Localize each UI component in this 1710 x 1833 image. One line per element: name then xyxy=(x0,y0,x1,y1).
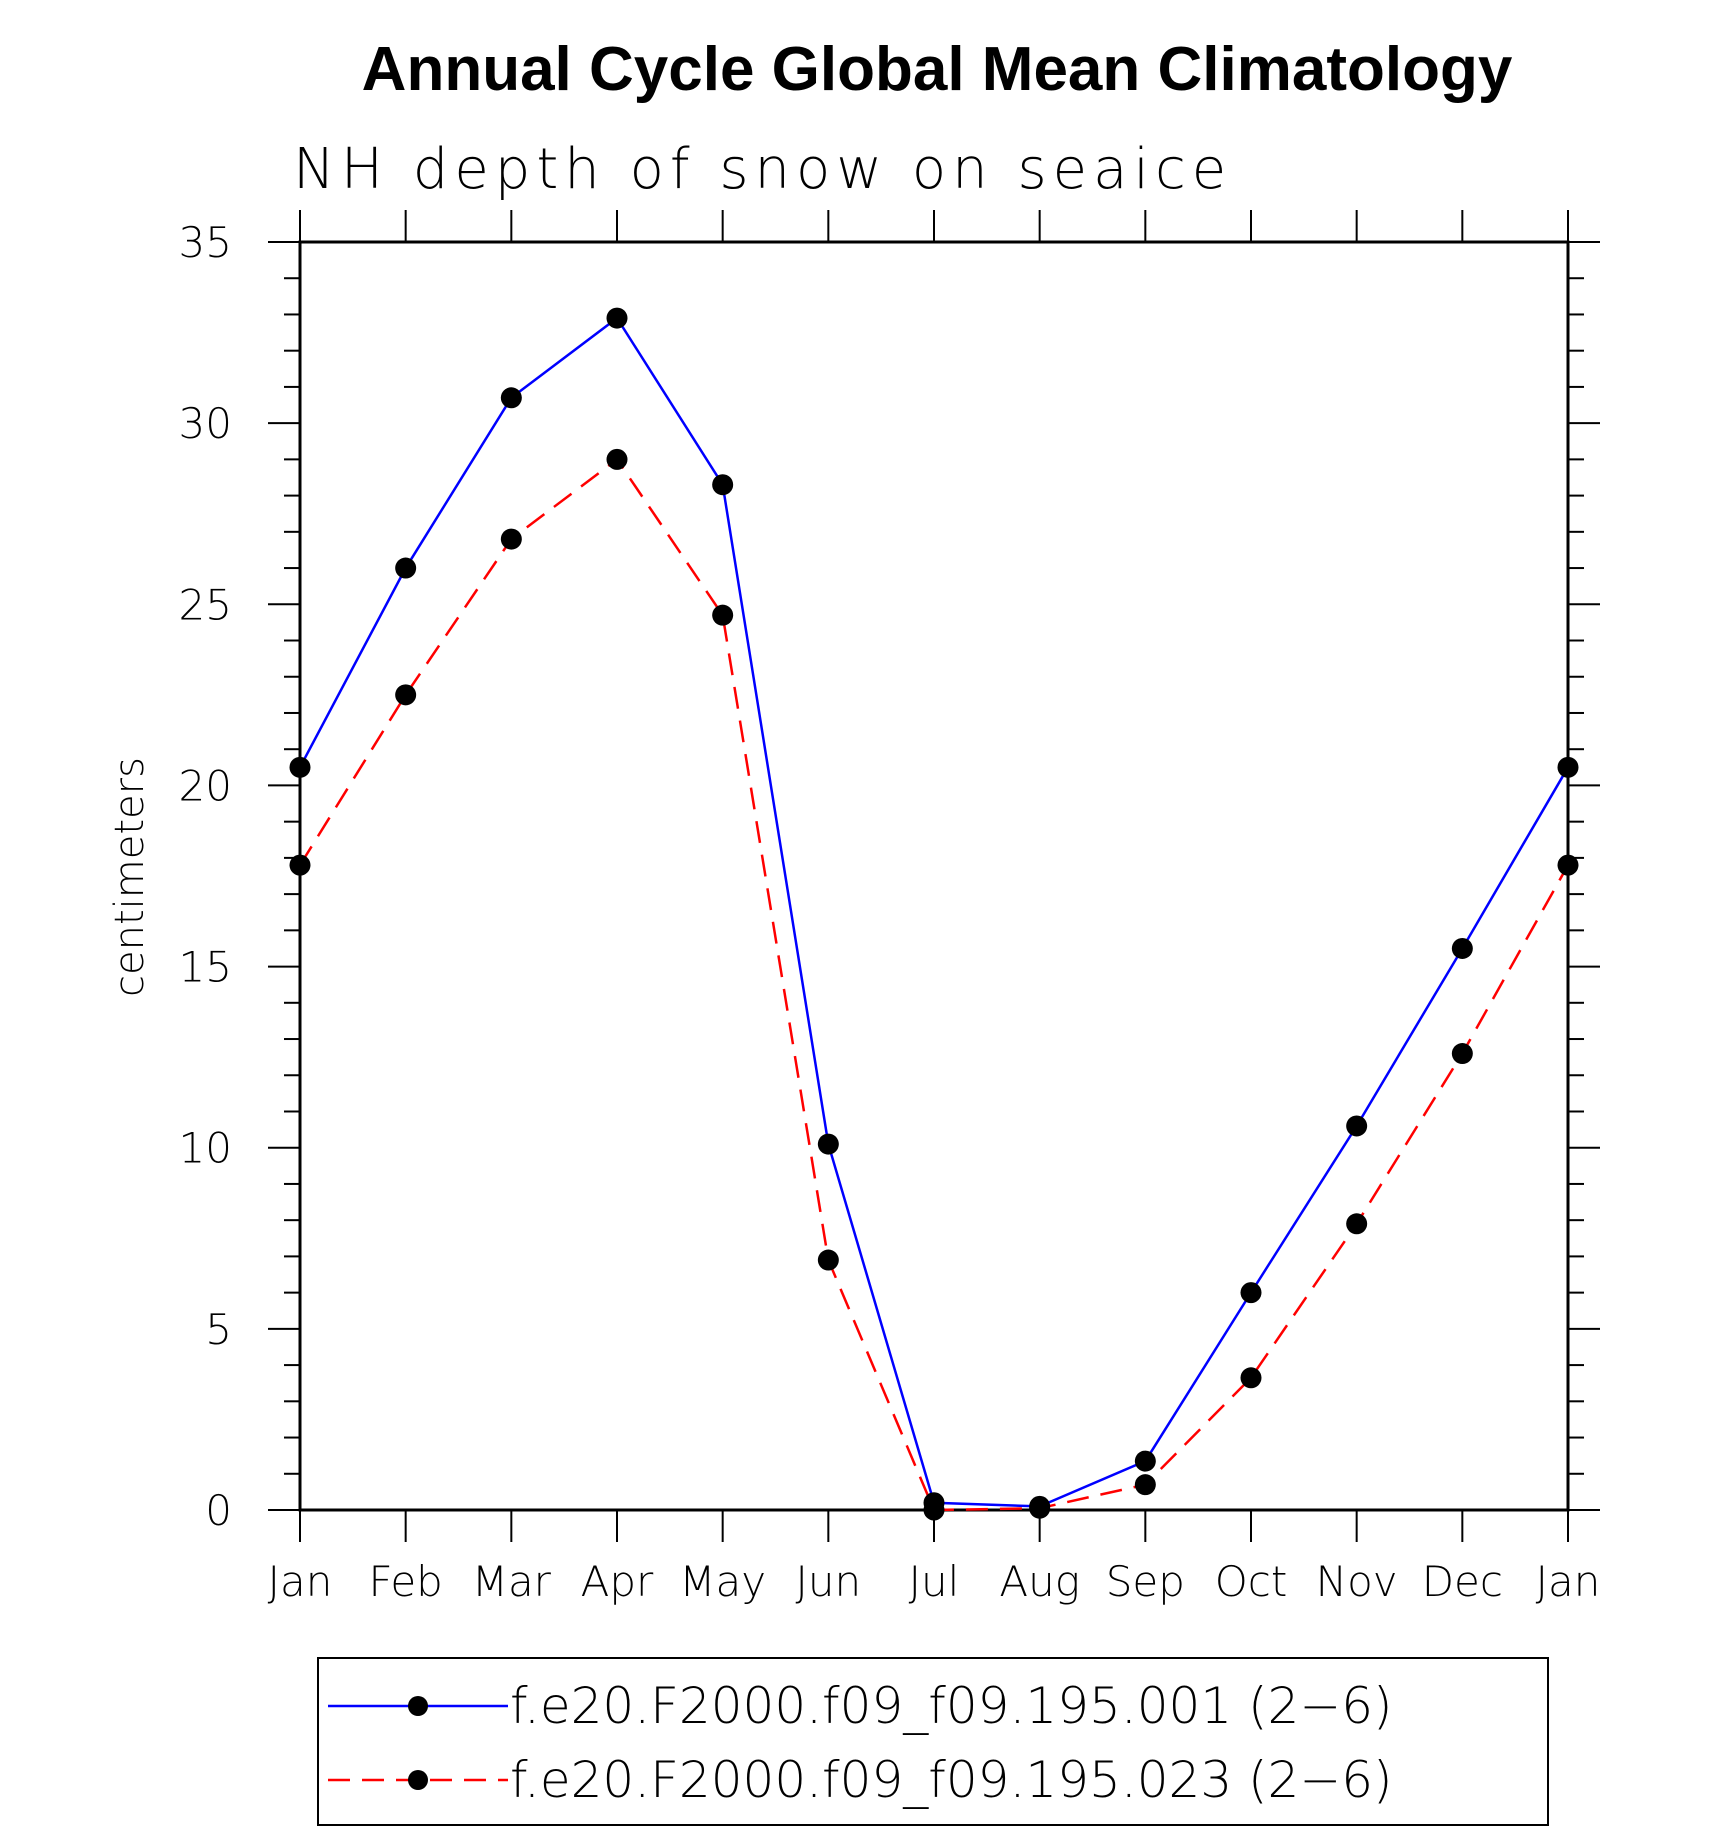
series-2-point xyxy=(500,528,522,550)
y-tick-label: 20 xyxy=(179,761,232,810)
plot-area: 0 5 10 15 20 25 30 35 Jan Feb Mar Apr May Jun Jul Aug S… xyxy=(179,210,1601,1606)
y-tick-label: 25 xyxy=(179,580,232,629)
legend: f.e20.F2000.f09_f09.195.001 (2−6) f.e20.… xyxy=(317,1657,1549,1826)
x-tick-label: Sep xyxy=(1106,1557,1185,1606)
x-tick-label: Jul xyxy=(909,1557,960,1606)
y-tick-label: 0 xyxy=(205,1486,232,1535)
series-1-point xyxy=(1029,1495,1051,1517)
x-tick-label: Feb xyxy=(368,1557,442,1606)
series-1-point xyxy=(289,756,311,778)
chart-subtitle: NH depth of snow on seaice xyxy=(293,137,1232,202)
y-axis-ticks: 0 5 10 15 20 25 30 35 xyxy=(179,218,1600,1535)
x-axis-ticks: Jan Feb Mar Apr May Jun Jul Aug Sep Oct Nov Dec Jan xyxy=(268,210,1601,1606)
legend-box xyxy=(317,1657,1549,1826)
series-2-point xyxy=(1346,1213,1368,1235)
y-tick-label: 30 xyxy=(179,399,232,448)
series-1-point xyxy=(395,557,417,579)
series-line-2 xyxy=(298,457,1570,1512)
series-2-point xyxy=(395,684,417,706)
y-tick-label: 5 xyxy=(205,1305,232,1354)
series-1-point xyxy=(1451,937,1473,959)
y-tick-label: 15 xyxy=(179,943,232,992)
x-tick-label: Oct xyxy=(1215,1557,1288,1606)
series-1-point xyxy=(1240,1282,1262,1304)
x-tick-label: May xyxy=(679,1557,766,1606)
series-1-point xyxy=(712,474,734,496)
series-2-point xyxy=(1557,854,1579,876)
series-1-point xyxy=(606,307,628,329)
chart-title: Annual Cycle Global Mean Climatology xyxy=(362,35,1513,104)
series-2-point xyxy=(712,604,734,626)
legend-marker-series-2 xyxy=(408,1770,428,1790)
x-tick-label: Dec xyxy=(1422,1557,1503,1606)
x-tick-label: Mar xyxy=(472,1557,552,1606)
x-tick-label: Jun xyxy=(796,1557,862,1606)
series-1-point xyxy=(500,387,522,409)
y-axis-label: centimeters xyxy=(107,757,153,997)
series-2-point xyxy=(817,1249,839,1271)
series-2-point xyxy=(1134,1474,1156,1496)
y-tick-label: 10 xyxy=(179,1124,232,1173)
x-tick-label: Jan xyxy=(1536,1557,1601,1606)
series-1-point xyxy=(817,1133,839,1155)
x-tick-label: Aug xyxy=(999,1557,1080,1606)
legend-marker-series-1 xyxy=(408,1696,428,1716)
series-2-point xyxy=(1240,1367,1262,1389)
series-layer xyxy=(289,307,1579,1521)
legend-label-series-1: f.e20.F2000.f09_f09.195.001 (2−6) xyxy=(510,1677,1393,1735)
series-1-point xyxy=(1557,756,1579,778)
series-2-point xyxy=(606,448,628,470)
series-2-point xyxy=(1451,1043,1473,1065)
x-tick-label: Nov xyxy=(1316,1557,1398,1606)
series-line-1 xyxy=(298,316,1570,1508)
series-1-point xyxy=(923,1492,945,1514)
series-2-point xyxy=(289,854,311,876)
y-tick-label: 35 xyxy=(179,218,232,267)
series-1-point xyxy=(1346,1115,1368,1137)
series-1-point xyxy=(1134,1450,1156,1472)
x-tick-label: Apr xyxy=(581,1557,654,1606)
legend-label-series-2: f.e20.F2000.f09_f09.195.023 (2−6) xyxy=(510,1751,1393,1809)
x-tick-label: Jan xyxy=(268,1557,333,1606)
